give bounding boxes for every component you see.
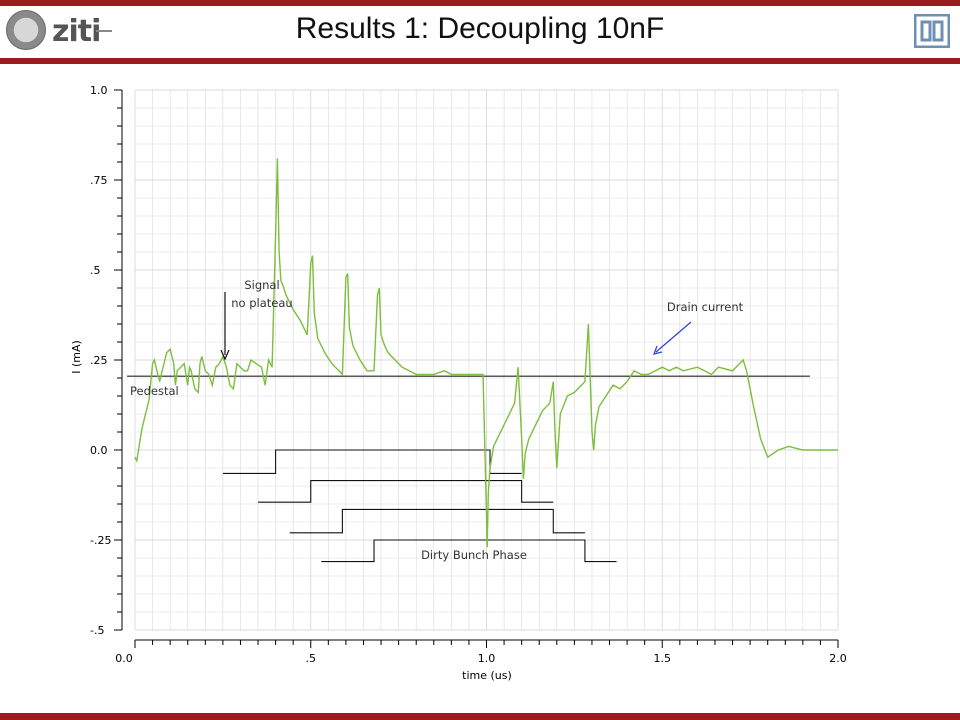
x-axis-label: time (us) [462,669,512,682]
institute-logo [914,14,950,48]
annotation-dirty-bunch-phase: Dirty Bunch Phase [421,548,527,562]
phase-signals [222,449,617,563]
y-tick-label: 1.0 [90,84,108,97]
signal-arrow-head [220,349,230,361]
bottom-accent-bar [0,713,960,720]
y-tick-label: 0.0 [90,444,108,457]
phase-signal-line [289,508,585,534]
x-tick-label: 0.0 [115,652,133,665]
annotation-drain-current: Drain current [667,300,744,314]
x-tick-label: 1.5 [654,652,672,665]
header-divider-bar [0,58,960,64]
y-tick-label: .75 [90,174,108,187]
drain-arrow-line [655,321,692,353]
phase-signal-line [321,539,617,563]
ziti-logo-dash [96,30,112,32]
university-seal-logo [6,10,46,50]
chart-ticks: 1.0 .75 .5 .25 0.0 -.25 -.5 0.0 .5 1.0 1.5 2.0 [90,84,847,665]
slide-title: Results 1: Decoupling 10nF [295,12,665,45]
x-tick-label: 1.0 [478,652,496,665]
annotation-no-plateau: no plateau [231,296,292,310]
phase-signal-line [222,449,522,474]
top-accent-bar [0,0,960,6]
y-tick-label: .25 [90,354,108,367]
x-tick-label: .5 [306,652,317,665]
ziti-logo: ziti [52,14,101,49]
phase-signal-line [258,480,554,503]
y-tick-label: -.5 [90,624,104,637]
chart-grid [134,89,839,631]
y-tick-label: -.25 [90,534,111,547]
drain-arrow-head [653,345,663,355]
x-tick-label: 2.0 [829,652,847,665]
y-tick-label: .5 [90,264,101,277]
chart-annotations: Signal no plateau Drain current Pedestal… [130,278,744,562]
annotation-signal: Signal [244,278,279,292]
y-axis-label: I (mA) [70,340,83,374]
annotation-pedestal: Pedestal [130,384,179,398]
signal-trace [134,158,838,548]
